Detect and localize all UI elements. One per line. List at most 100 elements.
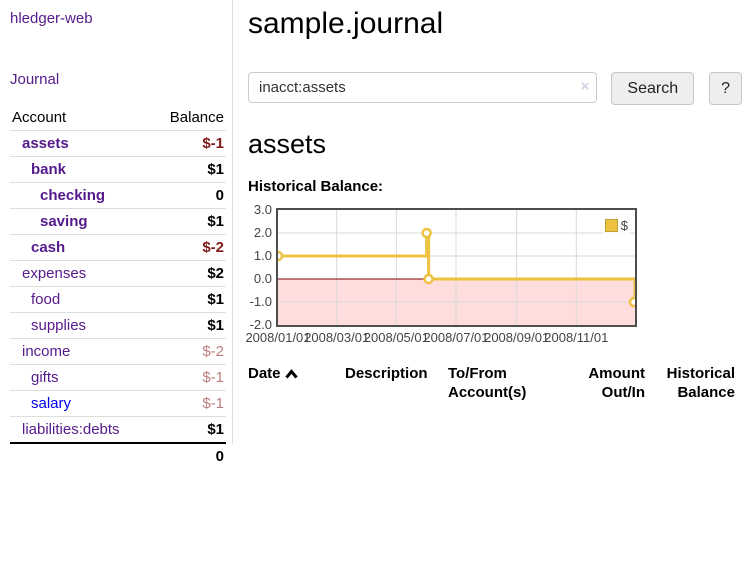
accounts-header-account: Account xyxy=(12,109,67,126)
account-row: salary $-1 xyxy=(10,390,226,417)
search-input[interactable] xyxy=(248,72,598,103)
account-cell: food xyxy=(10,286,152,313)
account-balance: $1 xyxy=(151,312,226,339)
legend-label: $ xyxy=(620,218,628,233)
search-button[interactable]: Search xyxy=(611,72,695,105)
y-axis-tick-label: 3.0 xyxy=(253,202,272,217)
y-axis-tick-label: 1.0 xyxy=(253,248,272,263)
main-content: sample.journal × Search ? assets Histori… xyxy=(245,0,742,408)
account-link[interactable]: liabilities:debts xyxy=(22,421,120,438)
accounts-header-balance: Balance xyxy=(169,109,224,126)
account-row: assets $-1 xyxy=(10,130,226,157)
account-balance: $-1 xyxy=(151,364,226,391)
account-cell: income xyxy=(10,338,152,365)
x-axis-tick-label: 2008/01/01 xyxy=(245,330,311,345)
account-row: bank $1 xyxy=(10,156,226,183)
accounts-total-value: 0 xyxy=(151,442,226,469)
account-balance: 0 xyxy=(151,182,226,209)
search-form: × Search ? xyxy=(248,72,742,105)
account-link[interactable]: income xyxy=(22,343,71,360)
account-row: expenses $2 xyxy=(10,260,226,287)
account-balance: $-1 xyxy=(151,130,226,157)
chart-label: Historical Balance: xyxy=(248,178,384,195)
account-link[interactable]: salary xyxy=(31,395,72,412)
account-cell: gifts xyxy=(10,364,152,391)
account-row: food $1 xyxy=(10,286,226,313)
account-balance: $1 xyxy=(151,156,226,183)
account-row: cash $-2 xyxy=(10,234,226,261)
accounts-body: assets $-1 bank $1 checking 0 saving $1 cash $-2 e… xyxy=(10,130,226,443)
search-box: × xyxy=(248,72,598,103)
legend-swatch-icon xyxy=(604,219,618,232)
account-cell: supplies xyxy=(10,312,152,339)
historical-balance-chart: $ 3.0 2.0 1.0 0.0 -1.0 -2.0 2008/01/01 2008/03/… xyxy=(245,202,640,345)
account-cell: salary xyxy=(10,390,152,417)
y-axis-tick-label: 0.0 xyxy=(253,271,272,286)
account-link[interactable]: gifts xyxy=(31,369,59,386)
help-button[interactable]: ? xyxy=(709,72,742,105)
account-cell: cash xyxy=(10,234,152,261)
account-link[interactable]: assets xyxy=(22,135,69,152)
account-row: supplies $1 xyxy=(10,312,226,339)
data-point xyxy=(421,227,432,239)
account-cell: liabilities:debts xyxy=(10,416,152,443)
date-header-label: Date xyxy=(248,365,281,382)
account-balance: $-1 xyxy=(151,390,226,417)
account-balance: $-2 xyxy=(151,234,226,261)
account-link[interactable]: bank xyxy=(31,161,67,178)
transactions-header-balance: Historical Balance xyxy=(666,365,735,401)
accounts-total-spacer xyxy=(10,442,152,469)
account-row: checking 0 xyxy=(10,182,226,209)
x-axis-tick-label: 2008/05/01 xyxy=(363,330,429,345)
transactions-header-date[interactable]: Date xyxy=(248,360,345,408)
account-link[interactable]: food xyxy=(31,291,61,308)
transactions-header-row: Date Description To/From Account(s) Amou… xyxy=(248,360,735,408)
account-row: saving $1 xyxy=(10,208,226,235)
account-heading: assets xyxy=(248,129,327,159)
page-title: sample.journal xyxy=(248,7,444,40)
account-balance: $1 xyxy=(151,208,226,235)
account-cell: checking xyxy=(10,182,152,209)
account-row: liabilities:debts $1 xyxy=(10,416,226,443)
chart-canvas xyxy=(272,210,640,325)
chart-legend: $ xyxy=(602,217,630,234)
accounts-header-row: Account Balance xyxy=(10,105,226,131)
account-link[interactable]: supplies xyxy=(31,317,87,334)
account-balance: $2 xyxy=(151,260,226,287)
sort-ascending-icon xyxy=(284,365,298,384)
transactions-header-amount: Amount Out/In xyxy=(588,365,645,401)
data-point xyxy=(423,273,434,285)
account-link[interactable]: checking xyxy=(40,187,106,204)
data-point xyxy=(272,250,284,262)
x-axis-tick-label: 2008/07/01 xyxy=(423,330,489,345)
sidebar-item-journal[interactable]: Journal xyxy=(10,71,60,88)
y-axis-tick-label: 2.0 xyxy=(253,225,272,240)
account-balance: $1 xyxy=(151,416,226,443)
account-balance: $1 xyxy=(151,286,226,313)
account-link[interactable]: saving xyxy=(40,213,88,230)
clear-search-icon[interactable]: × xyxy=(580,78,590,95)
y-axis-tick-label: -2.0 xyxy=(249,317,272,332)
accounts-total-row: 0 xyxy=(10,442,226,469)
account-row: gifts $-1 xyxy=(10,364,226,391)
accounts-table: Account Balance assets $-1 bank $1 checking 0… xyxy=(10,105,226,469)
x-axis-tick-label: 2008/03/01 xyxy=(304,330,370,345)
account-row: income $-2 xyxy=(10,338,226,365)
account-cell: bank xyxy=(10,156,152,183)
x-axis-tick-label: 2008/11/01 xyxy=(544,330,609,345)
y-axis-tick-label: -1.0 xyxy=(249,294,272,309)
account-link[interactable]: cash xyxy=(31,239,66,256)
account-cell: expenses xyxy=(10,260,152,287)
account-balance: $-2 xyxy=(151,338,226,365)
x-axis-tick-label: 2008/09/01 xyxy=(484,330,550,345)
transactions-table: Date Description To/From Account(s) Amou… xyxy=(248,360,735,408)
data-point xyxy=(628,296,640,308)
account-cell: assets xyxy=(10,130,152,157)
chart-plot-area: $ xyxy=(272,208,640,327)
account-link[interactable]: expenses xyxy=(22,265,87,282)
transactions-header-description: Description xyxy=(345,365,428,382)
transactions-header-accounts: To/From Account(s) xyxy=(448,365,527,401)
sidebar: hledger-web Journal Account Balance asse… xyxy=(0,0,233,469)
app-brand-link[interactable]: hledger-web xyxy=(10,10,93,27)
account-cell: saving xyxy=(10,208,152,235)
